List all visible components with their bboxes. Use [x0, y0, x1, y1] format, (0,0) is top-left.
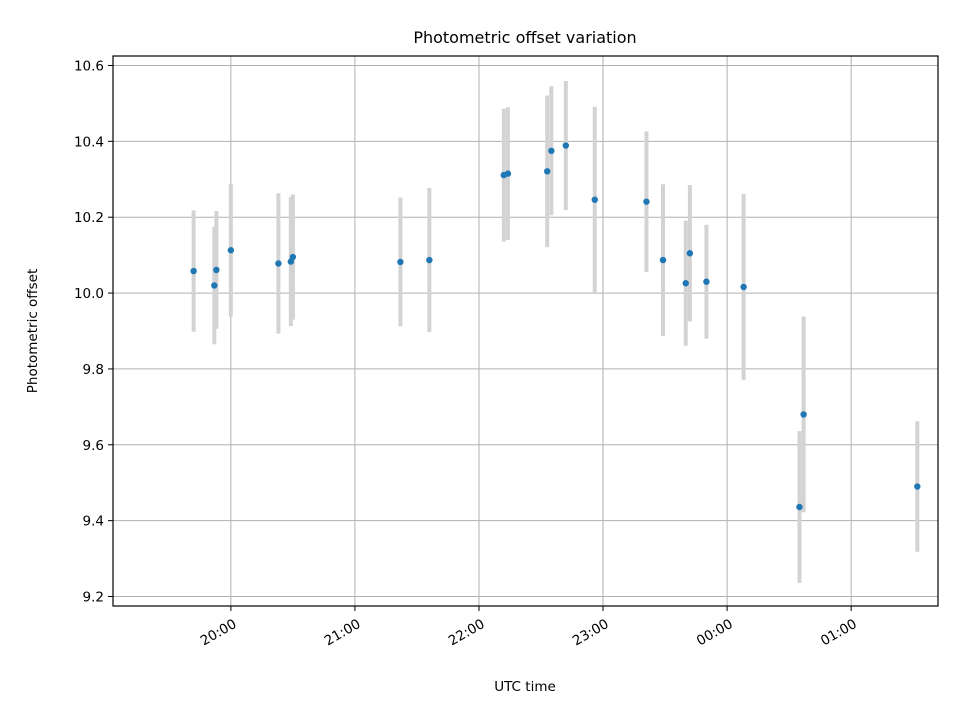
y-tick-label: 10.0 [74, 286, 104, 302]
y-axis-label: Photometric offset [25, 269, 41, 393]
y-tick-label: 10.4 [74, 134, 104, 150]
y-axis-ticks: 9.2 9.4 9.6 9.8 10.0 10.2 10.4 10.6 [74, 58, 113, 606]
data-point [703, 278, 710, 285]
data-point [682, 280, 689, 287]
plot-area [113, 56, 938, 606]
data-point [796, 503, 803, 511]
data-point [643, 198, 650, 205]
data-point [544, 168, 551, 175]
y-tick-label: 9.8 [83, 362, 104, 378]
data-point [686, 250, 694, 257]
plot-frame [112, 55, 939, 607]
y-tick-label: 10.2 [74, 210, 104, 226]
data-point [591, 196, 598, 203]
data-point [190, 267, 197, 275]
y-tick-label: 10.6 [74, 58, 104, 74]
data-point [289, 253, 297, 261]
data-point [659, 256, 667, 264]
y-tick-label: 9.6 [83, 438, 104, 454]
data-point [397, 258, 404, 266]
y-tick-label: 9.4 [83, 514, 104, 530]
data-point [213, 266, 220, 274]
data-point [548, 147, 555, 155]
grid [113, 56, 938, 606]
y-tick-label: 9.2 [83, 590, 104, 606]
data-point [740, 283, 747, 291]
chart-title: Photometric offset variation [413, 28, 636, 47]
x-axis-label: UTC time [494, 679, 556, 695]
data-point [504, 170, 512, 177]
data-points [190, 142, 921, 511]
data-point [275, 260, 282, 267]
data-point [914, 483, 921, 490]
data-point [800, 411, 807, 418]
data-point [426, 256, 433, 264]
data-point [211, 282, 218, 289]
data-point [227, 247, 235, 254]
data-point [562, 142, 570, 149]
